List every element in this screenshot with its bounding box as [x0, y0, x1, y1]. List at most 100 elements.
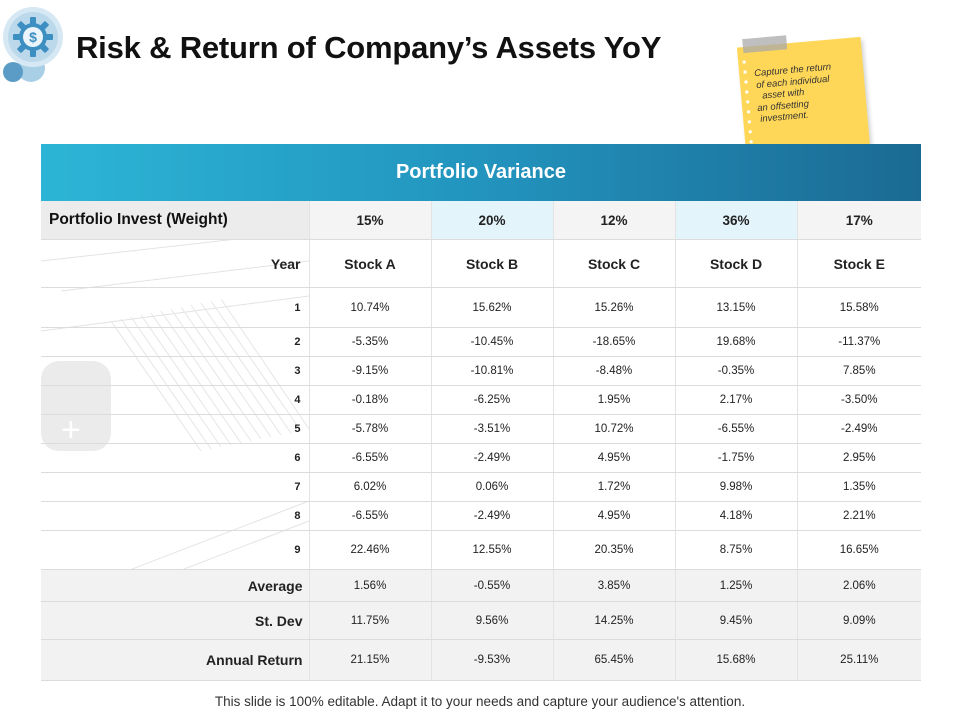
sticky-note-text: Capture the return of each individual as… — [754, 59, 863, 125]
value-cell: -2.49% — [796, 414, 921, 444]
year-header: Year — [41, 239, 309, 288]
summary-cell: 15.68% — [674, 639, 797, 681]
summary-label: St. Dev — [41, 601, 309, 640]
summary-cell: 2.06% — [796, 569, 921, 602]
value-cell: -3.51% — [430, 414, 553, 444]
value-cell: 4.95% — [552, 501, 675, 531]
weight-cell: 15% — [308, 201, 431, 240]
year-cell: 6 — [41, 443, 309, 473]
stock-header: Stock E — [796, 239, 921, 288]
value-cell: 22.46% — [308, 530, 431, 570]
table-row: 1 10.74% 15.62% 15.26% 13.15% 15.58% — [41, 287, 921, 328]
value-cell: -11.37% — [796, 327, 921, 357]
value-cell: -6.25% — [430, 385, 553, 415]
table-row: 7 6.02% 0.06% 1.72% 9.98% 1.35% — [41, 472, 921, 502]
value-cell: 19.68% — [674, 327, 797, 357]
summary-cell: 21.15% — [308, 639, 431, 681]
summary-cell: 14.25% — [552, 601, 675, 640]
year-cell: 2 — [41, 327, 309, 357]
value-cell: 2.95% — [796, 443, 921, 473]
value-cell: 20.35% — [552, 530, 675, 570]
value-cell: 2.21% — [796, 501, 921, 531]
value-cell: -1.75% — [674, 443, 797, 473]
summary-cell: 65.45% — [552, 639, 675, 681]
summary-row-average: Average 1.56% -0.55% 3.85% 1.25% 2.06% — [41, 569, 921, 602]
value-cell: -5.35% — [308, 327, 431, 357]
weight-cell: 36% — [674, 201, 797, 240]
table-row: 6 -6.55% -2.49% 4.95% -1.75% 2.95% — [41, 443, 921, 473]
summary-cell: 1.56% — [308, 569, 431, 602]
weight-row: Portfolio Invest (Weight) 15% 20% 12% 36… — [41, 201, 921, 240]
value-cell: -0.35% — [674, 356, 797, 386]
weight-cell: 12% — [552, 201, 675, 240]
logo: $ — [0, 6, 70, 90]
table-row: 5 -5.78% -3.51% 10.72% -6.55% -2.49% — [41, 414, 921, 444]
table-row: 4 -0.18% -6.25% 1.95% 2.17% -3.50% — [41, 385, 921, 415]
weight-cell: 17% — [796, 201, 921, 240]
table-row: 8 -6.55% -2.49% 4.95% 4.18% 2.21% — [41, 501, 921, 531]
table-row: 2 -5.35% -10.45% -18.65% 19.68% -11.37% — [41, 327, 921, 357]
year-cell: 8 — [41, 501, 309, 531]
stock-header: Stock B — [430, 239, 553, 288]
summary-cell: 11.75% — [308, 601, 431, 640]
value-cell: -6.55% — [674, 414, 797, 444]
data-grid: Portfolio Invest (Weight) 15% 20% 12% 36… — [41, 201, 921, 681]
summary-row-st-dev: St. Dev 11.75% 9.56% 14.25% 9.45% 9.09% — [41, 601, 921, 640]
stock-header: Stock D — [674, 239, 797, 288]
summary-cell: 9.45% — [674, 601, 797, 640]
value-cell: 8.75% — [674, 530, 797, 570]
value-cell: 2.17% — [674, 385, 797, 415]
value-cell: 1.95% — [552, 385, 675, 415]
year-cell: 4 — [41, 385, 309, 415]
value-cell: 15.26% — [552, 287, 675, 328]
value-cell: 6.02% — [308, 472, 431, 502]
year-cell: 7 — [41, 472, 309, 502]
summary-label: Average — [41, 569, 309, 602]
value-cell: -10.81% — [430, 356, 553, 386]
value-cell: 0.06% — [430, 472, 553, 502]
summary-cell: 9.56% — [430, 601, 553, 640]
value-cell: 12.55% — [430, 530, 553, 570]
value-cell: -18.65% — [552, 327, 675, 357]
value-cell: -5.78% — [308, 414, 431, 444]
year-cell: 9 — [41, 530, 309, 570]
value-cell: 15.62% — [430, 287, 553, 328]
value-cell: -8.48% — [552, 356, 675, 386]
gear-dollar-icon: $ — [3, 7, 63, 82]
value-cell: 9.98% — [674, 472, 797, 502]
value-cell: -2.49% — [430, 501, 553, 531]
summary-cell: 1.25% — [674, 569, 797, 602]
year-cell: 1 — [41, 287, 309, 328]
portfolio-variance-table: Portfolio Variance + 25 28 31 34 37 40 — [41, 144, 921, 682]
table-row: 9 22.46% 12.55% 20.35% 8.75% 16.65% — [41, 530, 921, 570]
value-cell: 13.15% — [674, 287, 797, 328]
summary-cell: 25.11% — [796, 639, 921, 681]
value-cell: 16.65% — [796, 530, 921, 570]
value-cell: -10.45% — [430, 327, 553, 357]
value-cell: -6.55% — [308, 501, 431, 531]
value-cell: 4.95% — [552, 443, 675, 473]
page-title: Risk & Return of Company’s Assets YoY — [76, 30, 662, 65]
svg-text:$: $ — [29, 29, 37, 45]
value-cell: 10.72% — [552, 414, 675, 444]
value-cell: 4.18% — [674, 501, 797, 531]
value-cell: -6.55% — [308, 443, 431, 473]
footer-caption: This slide is 100% editable. Adapt it to… — [214, 694, 746, 709]
table-banner: Portfolio Variance — [41, 144, 921, 201]
value-cell: -9.15% — [308, 356, 431, 386]
value-cell: -3.50% — [796, 385, 921, 415]
stock-header: Stock C — [552, 239, 675, 288]
value-cell: -2.49% — [430, 443, 553, 473]
value-cell: 10.74% — [308, 287, 431, 328]
summary-label: Annual Return — [41, 639, 309, 681]
banner-title: Portfolio Variance — [395, 161, 567, 183]
summary-row-annual-return: Annual Return 21.15% -9.53% 65.45% 15.68… — [41, 639, 921, 681]
value-cell: 1.72% — [552, 472, 675, 502]
value-cell: -0.18% — [308, 385, 431, 415]
year-cell: 5 — [41, 414, 309, 444]
weight-cell: 20% — [430, 201, 553, 240]
year-cell: 3 — [41, 356, 309, 386]
summary-cell: 3.85% — [552, 569, 675, 602]
weight-label: Portfolio Invest (Weight) — [41, 201, 309, 240]
table-row: 3 -9.15% -10.81% -8.48% -0.35% 7.85% — [41, 356, 921, 386]
